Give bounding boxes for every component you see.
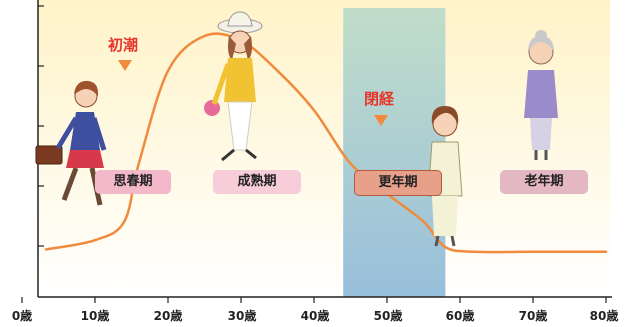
phase-label-menopause: 更年期 — [354, 170, 442, 196]
menarche-marker — [118, 60, 132, 71]
woman-illustration — [204, 11, 263, 162]
x-tick-label: 20歳 — [153, 309, 183, 323]
x-tick-label: 70歳 — [518, 309, 548, 323]
x-tick-label: 50歳 — [373, 309, 403, 323]
menopause-band — [343, 8, 446, 297]
menopause-marker — [374, 115, 388, 126]
x-tick-label: 10歳 — [80, 309, 110, 323]
phase-label-puberty: 思春期 — [95, 170, 171, 194]
phase-label-senescence: 老年期 — [500, 170, 588, 194]
x-tick-label: 0歳 — [11, 309, 33, 323]
menopause-label: 閉経 — [364, 90, 395, 108]
elderly-woman-illustration — [524, 30, 558, 160]
x-tick-label: 80歳 — [589, 309, 619, 323]
phase-label-maturity: 成熟期 — [213, 170, 301, 194]
plot-background — [38, 0, 610, 297]
girl-illustration — [35, 80, 107, 206]
x-tick-label: 60歳 — [445, 309, 475, 323]
x-axis — [21, 296, 612, 303]
x-tick-label: 30歳 — [227, 309, 257, 323]
x-tick-label: 40歳 — [300, 309, 330, 323]
middle-aged-woman-illustration — [427, 106, 463, 247]
menarche-label: 初潮 — [108, 36, 139, 54]
